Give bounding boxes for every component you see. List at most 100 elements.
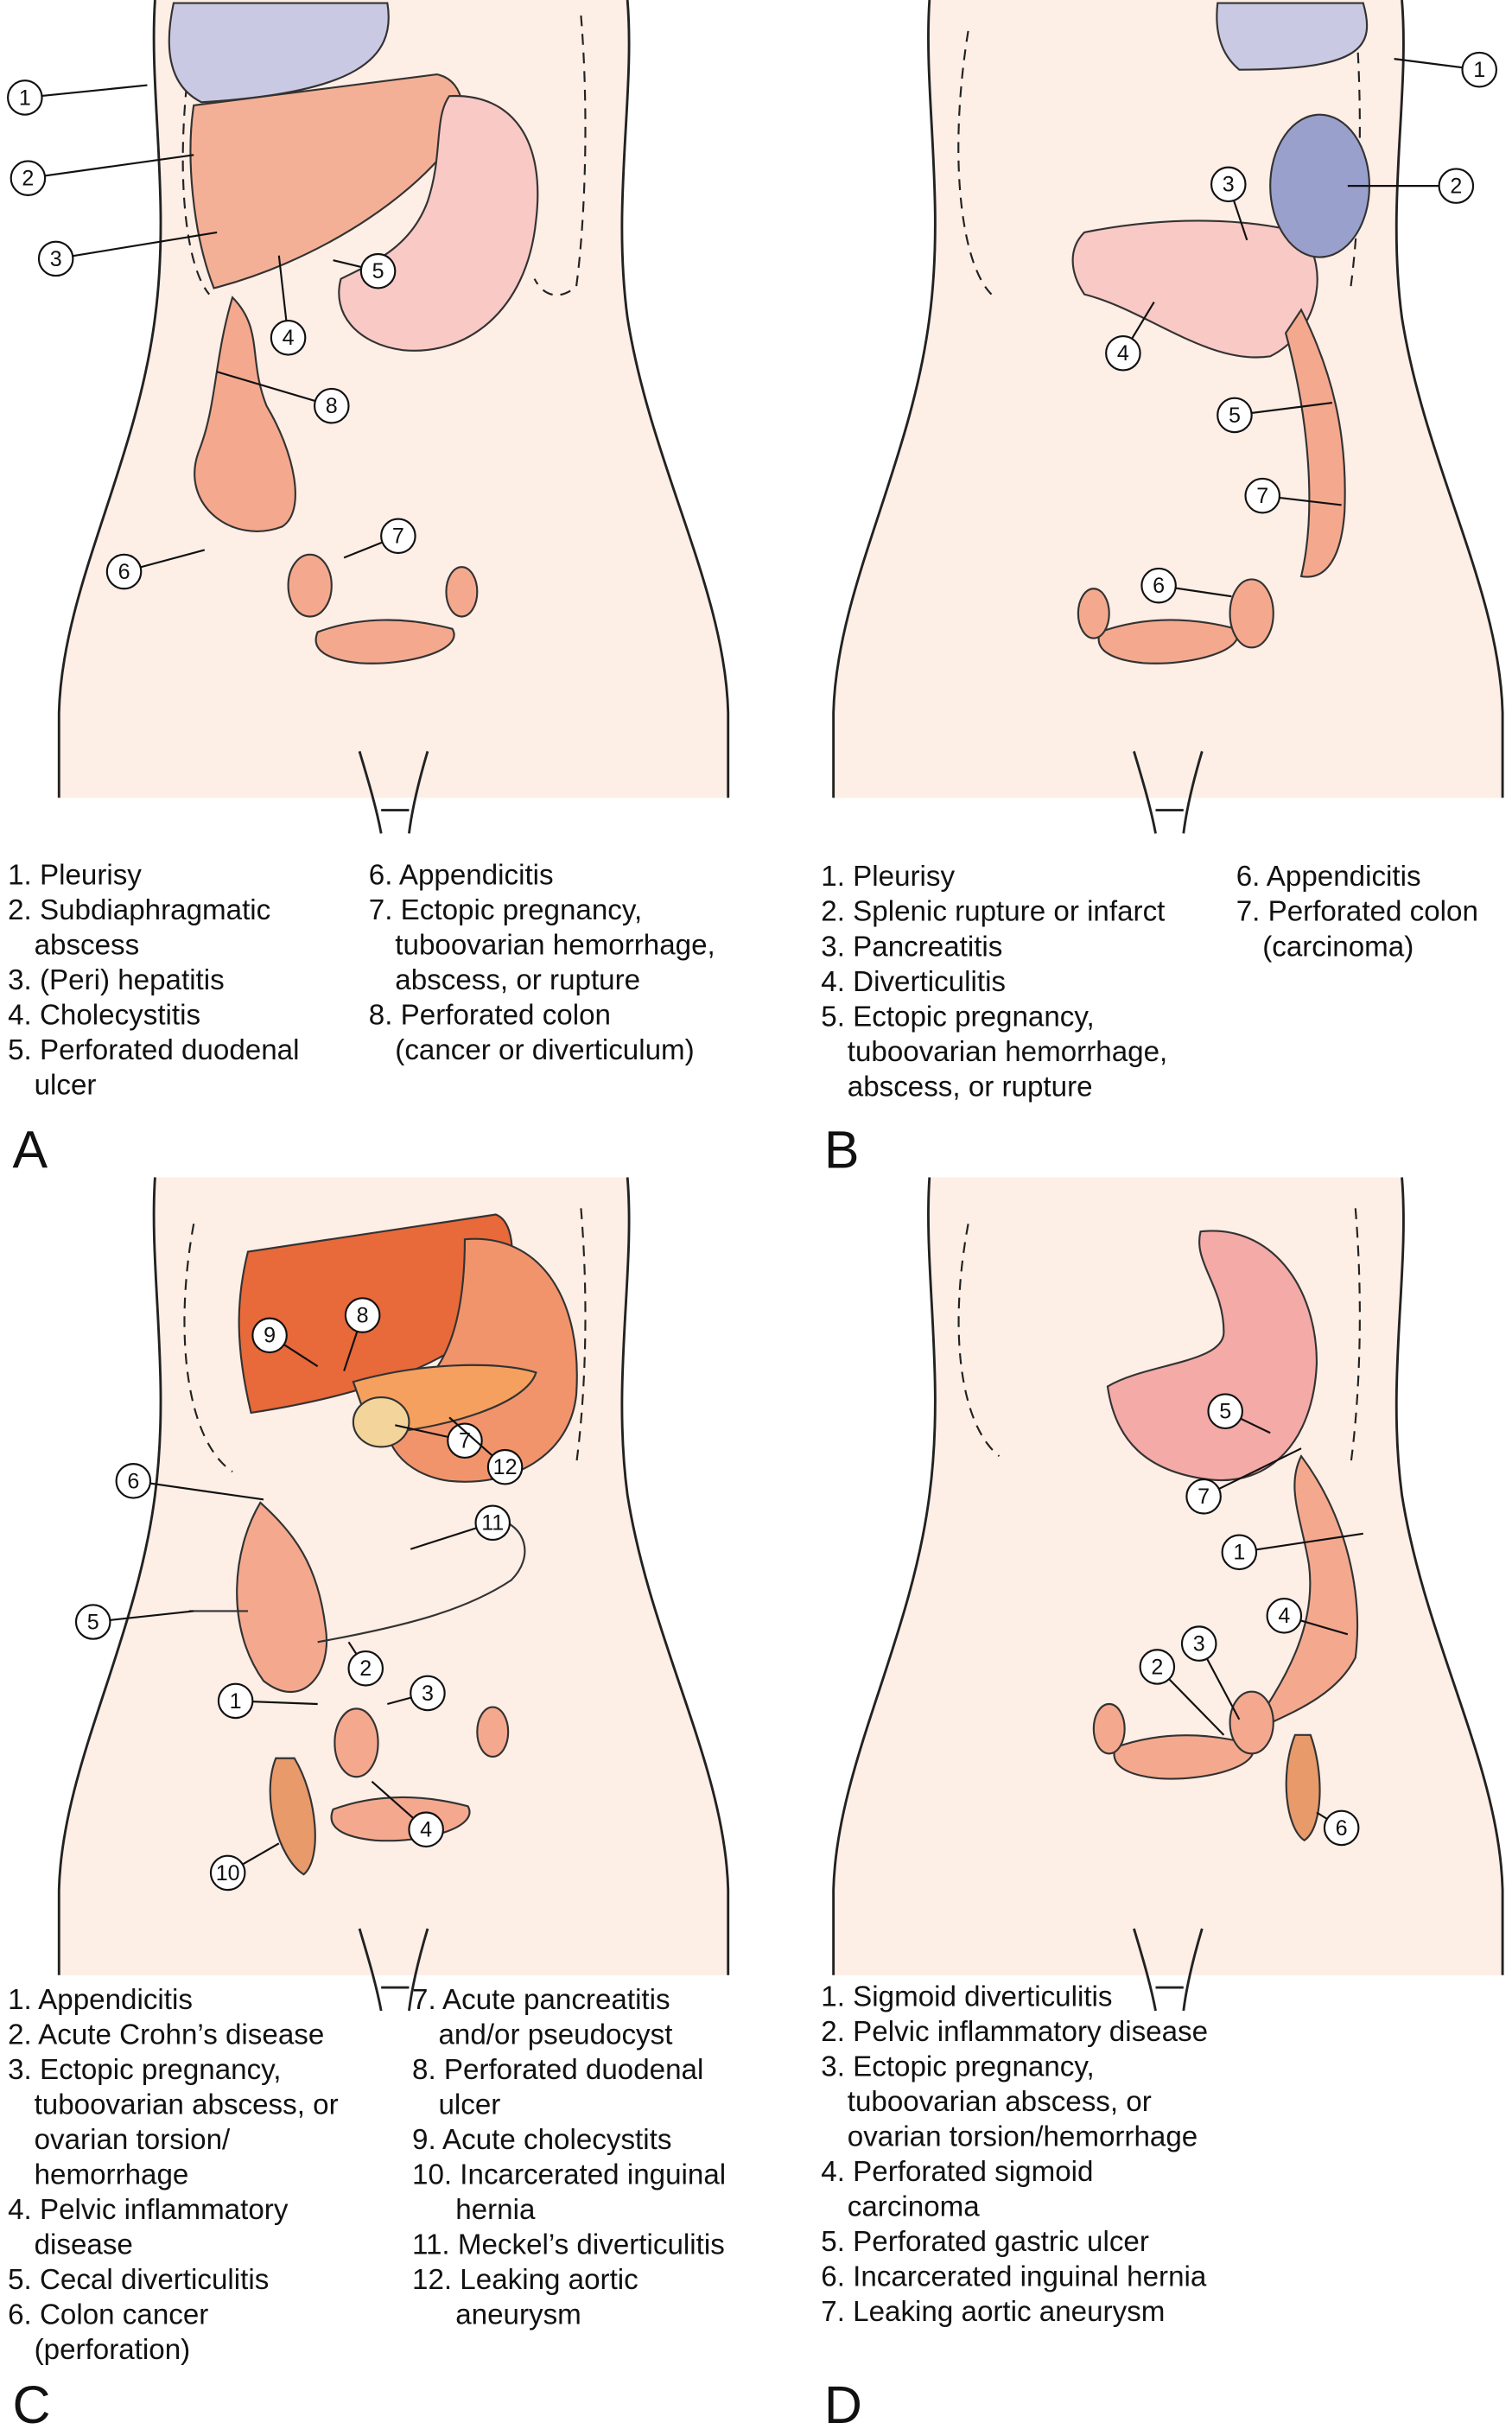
callout-circle [7, 79, 43, 116]
rib-line [183, 1208, 587, 1472]
uterus [314, 619, 455, 664]
callout-circle [486, 1448, 524, 1485]
leader-line [24, 84, 148, 99]
callout-number: 9 [264, 1324, 276, 1348]
callout-number: 3 [1193, 1632, 1205, 1656]
callout-circle [1323, 1809, 1360, 1847]
panel-b-drawing [832, 0, 1504, 835]
callout-number: 1 [230, 1689, 242, 1714]
legend-item: (carcinoma) [1262, 931, 1414, 963]
callout-circle [1139, 1649, 1176, 1685]
stomach [338, 95, 539, 352]
legend-item: 2. Subdiaphragmatic [8, 894, 270, 926]
callout-circle [408, 1811, 444, 1848]
legend-item: 1. Pleurisy [8, 859, 142, 891]
legend-item: 1. Pleurisy [821, 861, 955, 893]
panel-c-drawing [57, 1176, 730, 2013]
callout-circle [1185, 1478, 1222, 1515]
legend-item: 5. Cecal diverticulitis [8, 2264, 269, 2296]
hernia [269, 1757, 316, 1876]
callout-number: 7 [459, 1429, 471, 1453]
callout-number: 7 [1198, 1485, 1210, 1509]
legend-item: hernia [455, 2194, 536, 2226]
callout-number: 7 [1256, 484, 1268, 508]
legend-item: 5. Perforated duodenal [8, 1034, 299, 1066]
legend-item: tuboovarian hemorrhage, [848, 1036, 1167, 1068]
callout-circle [74, 1604, 111, 1640]
legend-item: 8. Perforated duodenal [412, 2054, 703, 2086]
legend-item: 12. Leaking aortic [412, 2264, 638, 2296]
body-outline [832, 1176, 1504, 2013]
legend-item: 5. Perforated gastric ulcer [821, 2226, 1149, 2258]
callout-number: 1 [1233, 1541, 1245, 1565]
leader-line [28, 154, 194, 180]
callout-circle [115, 1463, 152, 1499]
legend-item: 8. Perforated colon [369, 1000, 611, 1032]
legend-item: carcinoma [848, 2191, 981, 2222]
ovary [334, 1707, 379, 1778]
colon [194, 296, 296, 532]
callout-circle [217, 1682, 254, 1720]
callout-number: 5 [87, 1610, 99, 1634]
callout-circle [1105, 334, 1141, 372]
legend-item: 3. Ectopic pregnancy, [8, 2054, 281, 2086]
callout-number: 2 [1450, 175, 1462, 199]
leader-line [55, 231, 218, 260]
callout-circle [474, 1504, 511, 1542]
callout-circle [37, 240, 74, 277]
legend-item: ovarian torsion/ [35, 2124, 231, 2156]
callout-circle [1217, 397, 1253, 434]
legend-item: 4. Cholecystitis [8, 1000, 200, 1032]
stomach [1106, 1230, 1318, 1482]
rib-line [957, 15, 1361, 296]
callout-circle [1266, 1598, 1303, 1634]
ovary [1229, 578, 1274, 649]
callout-circle [105, 553, 143, 590]
hernia [1285, 1733, 1321, 1842]
legend-item: ulcer [438, 2089, 500, 2121]
legend-item: hemorrhage [35, 2159, 189, 2191]
cecum [236, 1501, 327, 1693]
callout-circle [1461, 51, 1498, 88]
uterus [1113, 1734, 1255, 1780]
legend-item: 11. Meckel’s diverticulitis [412, 2229, 725, 2261]
panel-letter: B [824, 1121, 860, 1180]
callout-circle [1221, 1534, 1258, 1571]
pseudocyst [352, 1396, 410, 1448]
callout-number: 4 [283, 326, 295, 350]
legend-item: tuboovarian abscess, or [848, 2086, 1152, 2118]
callout-number: 5 [372, 259, 384, 283]
callout-number: 6 [127, 1469, 139, 1493]
legend-item: 3. (Peri) hepatitis [8, 964, 225, 996]
legend-item: 7. Ectopic pregnancy, [369, 894, 642, 926]
panel-d-drawing [832, 1176, 1504, 2013]
ovary [1092, 1702, 1126, 1755]
legend-item: 7. Acute pancreatitis [412, 1984, 670, 2016]
callout-number: 2 [22, 167, 34, 191]
callout-number: 2 [1151, 1655, 1163, 1679]
callout-number: 4 [1117, 341, 1129, 366]
callout-number: 6 [118, 560, 130, 584]
legend-item: abscess [35, 929, 140, 961]
uterus [1097, 619, 1239, 664]
legend-item: ulcer [35, 1070, 97, 1102]
legend-item: 1. Appendicitis [8, 1984, 193, 2016]
callout-circle [1180, 1625, 1217, 1662]
callout-number: 6 [1336, 1816, 1348, 1841]
legend-item: disease [35, 2229, 133, 2261]
callout-number: 1 [19, 86, 31, 110]
legend-item: 3. Ectopic pregnancy, [821, 2051, 1094, 2082]
leader-line [216, 371, 333, 407]
callout-circle [251, 1317, 288, 1354]
legend-item: (perforation) [35, 2334, 191, 2366]
rib-line [957, 1208, 1361, 1465]
callout-number: 7 [392, 525, 404, 549]
callout-number: 10 [216, 1861, 240, 1885]
panel-a-drawing [57, 0, 730, 835]
panel-letter: A [12, 1121, 48, 1180]
callout-circle [1207, 1393, 1243, 1429]
callout-circle [1244, 477, 1281, 514]
callout-number: 6 [1153, 574, 1165, 598]
